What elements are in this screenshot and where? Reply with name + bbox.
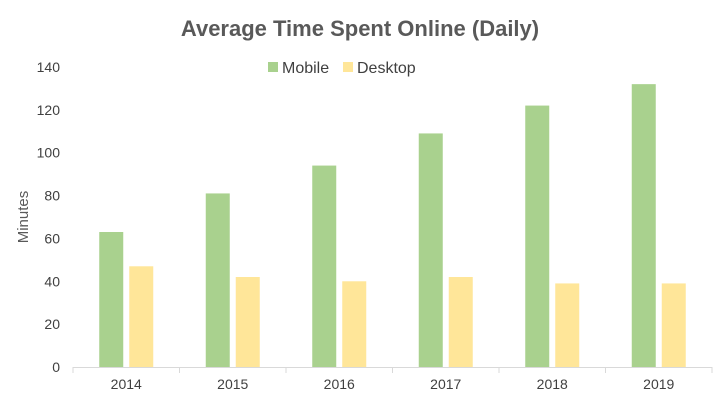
legend-label-desktop: Desktop [357, 60, 416, 77]
bar-desktop-2014 [129, 266, 154, 367]
y-tick-label: 0 [52, 359, 60, 375]
y-tick-label: 120 [37, 102, 61, 118]
chart-title: Average Time Spent Online (Daily) [180, 16, 540, 41]
bar-desktop-2015 [235, 277, 260, 367]
bar-mobile-2015 [205, 193, 230, 367]
x-tick-label: 2018 [537, 376, 568, 392]
y-tick-label: 80 [44, 188, 60, 204]
legend-swatch-mobile [268, 62, 278, 72]
bar-mobile-2019 [631, 84, 656, 368]
bar-mobile-2017 [418, 133, 443, 367]
bar-desktop-2018 [555, 283, 580, 367]
bar-desktop-2019 [661, 283, 686, 367]
bars [99, 84, 686, 368]
x-tick-label: 2015 [217, 376, 248, 392]
y-tick-label: 20 [44, 316, 60, 332]
y-tick-label: 40 [44, 273, 60, 289]
bar-mobile-2018 [525, 105, 550, 368]
x-tick-label: 2014 [111, 376, 142, 392]
legend: Mobile Desktop [268, 60, 416, 77]
x-axis-ticks: 2014 2015 2016 2017 2018 2019 [72, 367, 713, 392]
y-tick-label: 140 [37, 59, 61, 75]
y-axis-ticks: 0 20 40 60 80 100 120 140 [37, 59, 61, 375]
legend-label-mobile: Mobile [282, 60, 329, 77]
legend-swatch-desktop [343, 62, 353, 72]
x-tick-label: 2017 [430, 376, 461, 392]
y-axis-label: Minutes [15, 191, 32, 244]
y-tick-label: 60 [44, 230, 60, 246]
x-tick-label: 2019 [643, 376, 674, 392]
bar-mobile-2016 [312, 165, 337, 367]
bar-desktop-2016 [342, 281, 367, 367]
bar-mobile-2014 [99, 232, 124, 367]
y-tick-label: 100 [37, 145, 61, 161]
bar-desktop-2017 [448, 277, 473, 367]
x-tick-label: 2016 [324, 376, 355, 392]
